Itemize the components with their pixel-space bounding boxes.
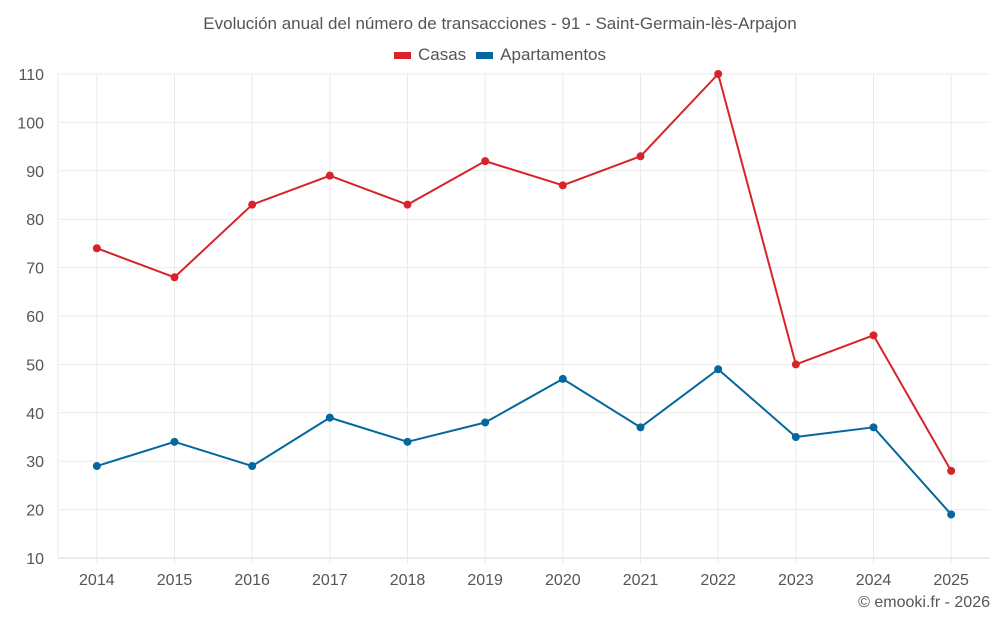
legend: Casas Apartamentos — [0, 45, 1000, 65]
data-point[interactable] — [92, 244, 101, 253]
y-tick-label: 60 — [26, 309, 44, 326]
y-tick-label: 30 — [26, 454, 44, 471]
data-point[interactable] — [325, 413, 334, 422]
y-tick-label: 40 — [26, 406, 44, 423]
data-point[interactable] — [558, 181, 567, 190]
data-point[interactable] — [558, 374, 567, 383]
chart-title: Evolución anual del número de transaccio… — [203, 14, 797, 33]
y-tick-label: 70 — [26, 261, 44, 278]
axes: 10 20 30 40 50 60 70 80 90 100 110 2014 2015 2016 2017… — [17, 67, 969, 589]
data-point[interactable] — [714, 365, 723, 374]
data-point[interactable] — [947, 466, 956, 475]
x-tick-label: 2025 — [933, 572, 969, 589]
data-point[interactable] — [947, 510, 956, 519]
series-line-casas — [96, 73, 953, 472]
x-tick-label: 2022 — [700, 572, 736, 589]
y-tick-label: 80 — [26, 212, 44, 229]
legend-label-casas: Casas — [417, 45, 467, 64]
y-tick-label: 100 — [17, 115, 44, 132]
legend-item-apartamentos[interactable]: Apartamentos — [476, 45, 606, 65]
x-tick-label: 2016 — [234, 572, 270, 589]
data-point[interactable] — [791, 360, 800, 369]
data-point[interactable] — [170, 437, 179, 446]
legend-swatch-apartamentos — [476, 51, 494, 59]
x-tick-label: 2024 — [856, 572, 892, 589]
y-tick-label: 90 — [26, 164, 44, 181]
data-point[interactable] — [481, 157, 490, 166]
data-point[interactable] — [248, 462, 257, 471]
data-point[interactable] — [92, 462, 101, 471]
x-tick-label: 2017 — [312, 572, 348, 589]
grid — [57, 73, 990, 564]
x-tick-label: 2019 — [467, 572, 503, 589]
data-point[interactable] — [714, 70, 723, 78]
data-point[interactable] — [403, 437, 412, 446]
y-tick-label: 10 — [26, 551, 44, 568]
data-point[interactable] — [869, 331, 878, 340]
series-casas — [92, 70, 956, 475]
data-point[interactable] — [325, 171, 334, 180]
series-line-apartamentos — [96, 368, 952, 516]
x-tick-label: 2020 — [545, 572, 581, 589]
x-tick-label: 2015 — [157, 572, 193, 589]
data-point[interactable] — [636, 423, 645, 432]
data-point[interactable] — [869, 423, 878, 432]
legend-swatch-casas — [393, 51, 411, 59]
data-point[interactable] — [636, 152, 645, 161]
y-tick-label: 50 — [26, 357, 44, 374]
x-tick-label: 2021 — [623, 572, 659, 589]
data-point[interactable] — [481, 418, 490, 427]
data-point[interactable] — [403, 200, 412, 209]
y-tick-label: 20 — [26, 503, 44, 520]
series-layer — [92, 70, 956, 519]
x-tick-label: 2014 — [79, 572, 115, 589]
legend-label-apartamentos: Apartamentos — [500, 45, 607, 64]
data-point[interactable] — [170, 273, 179, 282]
copyright-credit: © emooki.fr - 2026 — [858, 594, 990, 611]
x-tick-label: 2023 — [778, 572, 814, 589]
legend-item-casas[interactable]: Casas — [393, 45, 467, 65]
data-point[interactable] — [248, 200, 257, 209]
x-tick-label: 2018 — [390, 572, 426, 589]
series-apartamentos — [92, 365, 956, 519]
data-point[interactable] — [791, 433, 800, 441]
y-tick-label: 110 — [18, 67, 44, 84]
